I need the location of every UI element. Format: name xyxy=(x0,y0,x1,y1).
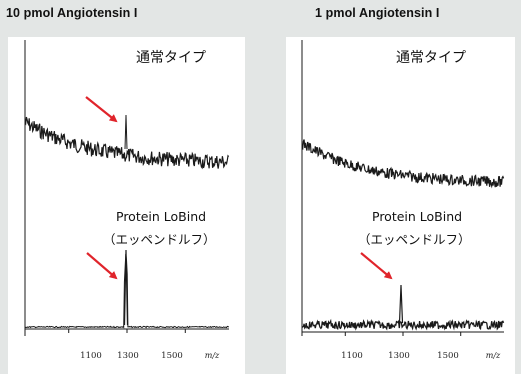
plot-panel-1pmol xyxy=(286,37,515,374)
panel-title-10pmol: 10 pmol Angiotensin I xyxy=(6,6,138,20)
label-lobind-line1-left: Protein LoBind xyxy=(116,209,206,224)
trace-normal-type-right xyxy=(301,139,505,189)
arrow-peak-lobind-right xyxy=(360,252,393,280)
x-tick-1300-right: 1300 xyxy=(388,351,410,361)
x-tick-1300-left: 1300 xyxy=(117,351,139,361)
peak-lobind-left xyxy=(123,249,129,326)
label-lobind-line2-right: （エッペンドルフ） xyxy=(358,232,471,247)
peak-lobind-right xyxy=(398,284,404,324)
label-normal-type-right: 通常タイプ xyxy=(396,50,466,66)
x-tick-1500-left: 1500 xyxy=(161,351,183,361)
peak-normal-type-left xyxy=(124,114,128,150)
x-tick-1100-right: 1100 xyxy=(341,351,363,361)
trace-lobind-right xyxy=(301,318,505,331)
label-lobind-line1-right: Protein LoBind xyxy=(372,209,462,224)
x-tick-1100-left: 1100 xyxy=(80,351,102,361)
panel-title-1pmol: 1 pmol Angiotensin I xyxy=(315,6,440,20)
x-tick-1500-right: 1500 xyxy=(437,351,459,361)
plot-panel-10pmol xyxy=(8,37,245,374)
label-normal-type-left: 通常タイプ xyxy=(136,50,206,66)
trace-normal-type-left xyxy=(24,116,230,170)
x-unit-left: m/z xyxy=(205,351,220,360)
x-unit-right: m/z xyxy=(486,351,501,360)
arrow-peak-lobind-left xyxy=(86,252,118,280)
arrow-peak-normal-left xyxy=(85,96,118,123)
label-lobind-line2-left: （エッペンドルフ） xyxy=(103,232,216,247)
